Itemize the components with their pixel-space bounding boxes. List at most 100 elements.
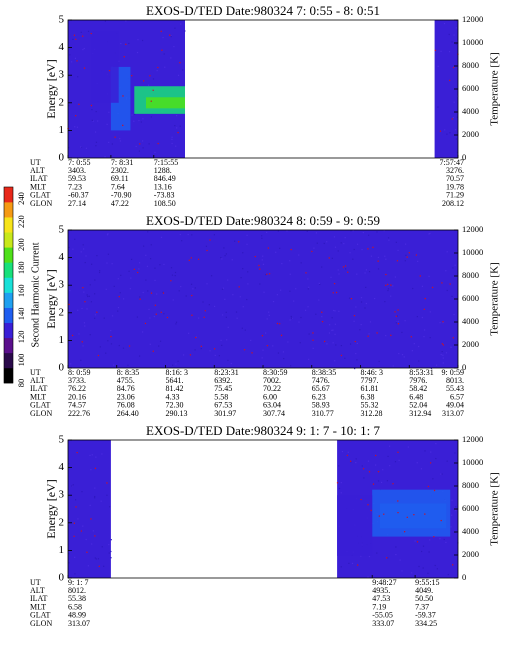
- speckle: [353, 320, 355, 322]
- orbit-value: 63.04: [263, 401, 281, 410]
- speckle: [68, 105, 70, 107]
- speckle: [94, 557, 96, 559]
- orbit-value: 334.25: [415, 619, 437, 628]
- temperature-point: [368, 471, 371, 473]
- orbit-value: 8012.: [68, 586, 86, 595]
- y2-tick-label: 10000: [462, 457, 483, 467]
- temperature-point: [397, 511, 399, 514]
- speckle: [291, 317, 293, 319]
- y-tick-label: 4: [59, 461, 65, 473]
- speckle: [210, 275, 213, 277]
- speckle: [261, 235, 263, 237]
- speckle: [209, 350, 211, 352]
- speckle: [72, 248, 74, 250]
- temperature-point: [82, 286, 84, 289]
- speckle: [368, 333, 370, 335]
- speckle: [85, 147, 88, 149]
- orbit-value: 846.49: [154, 174, 176, 183]
- speckle: [164, 66, 166, 68]
- speckle: [441, 351, 443, 353]
- speckle: [338, 465, 340, 467]
- orbit-value: 72.30: [166, 401, 184, 410]
- orbit-value: 312.94: [409, 409, 431, 418]
- speckle: [184, 30, 186, 32]
- speckle: [307, 288, 309, 290]
- speckle: [338, 310, 340, 312]
- speckle: [332, 329, 334, 331]
- speckle: [345, 268, 347, 270]
- speckle: [244, 329, 246, 331]
- temperature-point: [73, 535, 75, 537]
- speckle: [398, 352, 400, 355]
- speckle: [451, 41, 453, 43]
- temperature-point: [191, 294, 193, 297]
- speckle: [334, 323, 336, 325]
- speckle: [103, 565, 105, 567]
- speckle: [174, 271, 177, 274]
- temperature-point: [386, 283, 389, 286]
- colorbar-segment: [4, 307, 13, 323]
- speckle: [349, 343, 352, 345]
- orbit-value: 9:48:27: [372, 578, 396, 587]
- orbit-value: 6.48: [409, 392, 423, 401]
- speckle: [142, 147, 144, 149]
- speckle: [261, 237, 263, 239]
- speckle: [221, 258, 223, 260]
- orbit-value: 8:46: 3: [361, 368, 383, 377]
- speckle: [361, 248, 363, 251]
- speckle: [172, 299, 174, 301]
- speckle: [423, 336, 425, 338]
- temperature-point: [144, 322, 147, 325]
- speckle: [370, 255, 373, 257]
- speckle: [107, 233, 109, 235]
- speckle: [177, 360, 179, 362]
- speckle: [397, 320, 399, 323]
- y2-tick-label: 10000: [462, 37, 483, 47]
- speckle: [418, 565, 420, 568]
- speckle: [225, 311, 227, 313]
- speckle: [171, 138, 173, 141]
- speckle: [117, 278, 119, 280]
- speckle: [289, 319, 291, 321]
- speckle: [187, 233, 189, 236]
- speckle: [94, 497, 96, 499]
- speckle: [68, 147, 70, 149]
- speckle: [111, 263, 113, 265]
- orbit-value: 313.07: [68, 619, 90, 628]
- temperature-point: [311, 250, 313, 253]
- speckle: [120, 42, 122, 45]
- temperature-point: [408, 252, 411, 254]
- temperature-point: [448, 79, 451, 82]
- orbit-value: 58.93: [312, 401, 330, 410]
- orbit-value: 6392.: [214, 376, 232, 385]
- temperature-point: [362, 468, 365, 470]
- orbit-value: 23.06: [117, 392, 135, 401]
- temperature-point: [390, 284, 392, 286]
- speckle: [82, 345, 84, 347]
- speckle: [442, 354, 444, 356]
- speckle: [300, 262, 302, 264]
- speckle: [338, 273, 340, 275]
- speckle: [446, 460, 448, 462]
- y2-tick-label: 12000: [462, 434, 483, 444]
- speckle: [387, 288, 390, 290]
- temperature-point: [133, 268, 136, 270]
- speckle: [113, 364, 115, 366]
- temperature-point: [278, 323, 281, 325]
- orbit-value: 2302.: [111, 166, 129, 175]
- speckle: [362, 231, 364, 234]
- speckle: [97, 120, 99, 122]
- temperature-point: [452, 564, 454, 566]
- speckle: [99, 270, 101, 272]
- orbit-value: 19.78: [446, 182, 464, 191]
- speckle: [200, 348, 202, 350]
- speckle: [170, 35, 172, 38]
- speckle: [286, 230, 288, 232]
- y2-tick-label: 4000: [462, 106, 479, 116]
- speckle: [179, 125, 181, 127]
- speckle: [106, 262, 108, 264]
- orbit-value: 222.76: [68, 409, 90, 418]
- speckle: [350, 230, 352, 232]
- temperature-point: [94, 535, 96, 537]
- speckle: [148, 143, 150, 145]
